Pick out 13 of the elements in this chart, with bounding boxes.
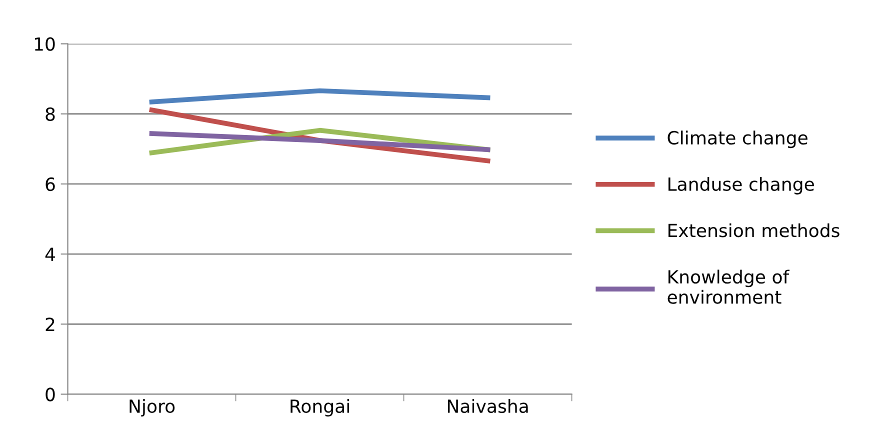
y-tick-label: 2 [46, 318, 54, 331]
legend-label: Landuse change [668, 176, 814, 194]
y-tick-label: 8 [46, 107, 55, 121]
y-tick-label: 10 [34, 37, 55, 51]
legend-label: Knowledge of environment [668, 270, 790, 304]
x-tick-label: Njoro [130, 399, 175, 417]
legend-label: Extension methods [668, 223, 840, 238]
legend-label: Climate change [668, 130, 808, 148]
x-tick-label: Naivasha [448, 399, 528, 414]
y-tick-label: 0 [46, 388, 55, 402]
y-tick-label: 4 [45, 248, 55, 261]
x-tick-label: Rongai [290, 399, 349, 417]
y-tick-label: 6 [46, 177, 55, 192]
